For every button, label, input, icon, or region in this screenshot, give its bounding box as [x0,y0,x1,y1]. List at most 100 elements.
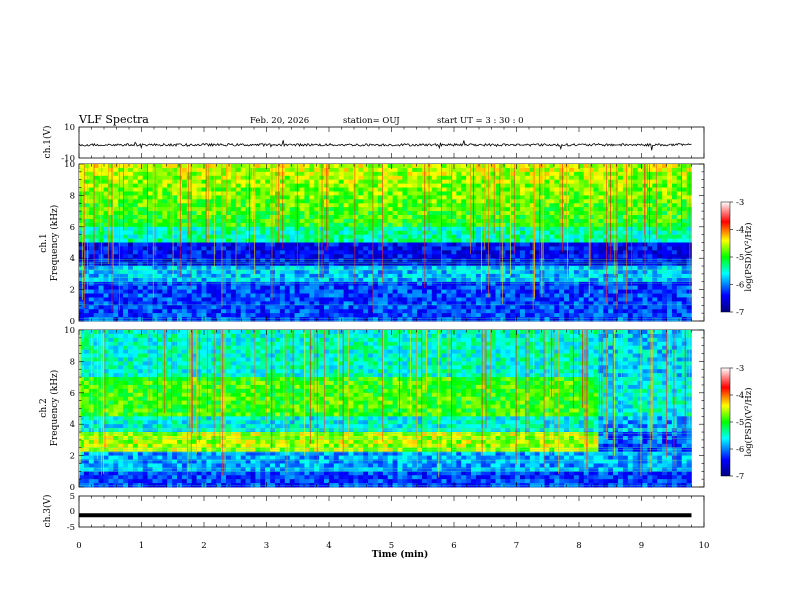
spectrogram-cell [520,179,526,184]
spectrogram-cell [387,266,393,271]
spectrogram-cell [348,301,354,306]
spectrogram-cell [637,183,643,188]
spectrogram-cell [544,297,550,302]
spectrogram-cell [324,262,330,267]
spectrogram-cell [118,171,124,177]
spectrogram-cell [632,277,638,283]
spectrogram-cell [515,175,521,180]
spectrogram-cell [578,258,584,263]
spectrogram-cell [382,289,388,294]
spectrogram-cell [270,207,276,212]
spectrogram-cell [588,218,594,224]
spectrogram-cell [216,175,222,180]
spectrogram-cell [88,293,94,298]
spectrogram-cell [578,195,584,200]
spectrogram-cell [88,179,94,184]
spectrogram-cell [211,269,217,275]
spectrogram-cell [441,309,447,314]
spectrogram-cell [348,289,354,294]
spectrogram-cell [569,175,575,180]
spectrogram-cell [328,191,335,196]
spectrogram-cell [480,218,486,224]
spectrogram-cell [181,262,188,267]
spectrogram-cell [667,277,673,283]
spectrogram-cell [632,269,638,275]
spectrogram-cell [255,301,261,306]
spectrogram-cell [588,199,594,204]
spectrogram-cell [157,258,163,263]
spectrogram-cell [324,269,330,275]
spectrogram-cell [245,277,251,283]
spectrogram-cell [475,171,482,177]
spectrogram-cell [451,301,457,306]
spectrogram-cell [172,277,178,283]
spectrogram-cell [309,195,315,200]
spectrogram-cell [475,195,482,200]
spectrogram-cell [132,250,139,255]
spectrogram-cell [186,164,192,169]
spectrogram-cell [495,207,501,212]
spectrogram-cell [573,289,580,294]
spectrogram-cell [250,234,256,239]
spectrogram-cell [221,258,227,263]
spectrogram-cell [475,250,482,255]
spectrogram-cell [632,242,638,247]
spectrogram-cell [436,301,442,306]
spectrogram-cell [275,199,281,204]
spectrogram-cell [422,301,428,306]
spectrogram-cell [88,301,94,306]
spectrogram-cell [657,234,663,239]
spectrogram-cell [304,246,310,251]
spectrogram-cell [608,309,614,314]
spectrogram-cell [79,187,85,192]
spectrogram-cell [83,199,90,204]
spectrogram-cell [647,195,653,200]
spectrogram-cell [83,281,90,286]
spectrogram-cell [642,313,648,318]
spectrogram-cell [152,309,158,314]
spectrogram-cell [206,313,212,318]
spectrogram-cell [387,183,393,188]
spectrogram-cell [559,262,565,267]
spectrogram-cell [314,250,320,255]
spectrogram-cell [309,250,315,255]
spectrogram-cell [544,313,550,318]
spectrogram-cell [495,179,501,184]
spectrogram-cell [657,222,663,228]
spectrogram-cell [235,293,241,298]
spectrogram-cell [569,277,575,283]
spectrogram-cell [686,301,692,306]
spectrogram-cell [603,234,609,239]
spectrogram-cell [250,285,256,290]
spectrogram-cell [314,167,320,173]
spectrogram-cell [495,226,501,232]
spectrogram-cell [167,277,173,283]
spectrogram-cell [79,226,85,232]
spectrogram-cell [554,289,560,294]
spectrogram-cell [221,222,227,228]
spectrogram-cell [79,234,85,239]
spectrogram-cell [343,207,349,212]
spectrogram-cell [113,199,119,204]
spectrogram-cell [348,266,354,271]
spectrogram-cell [471,258,477,263]
spectrogram-cell [456,203,462,208]
spectrogram-cell [211,171,217,177]
spectrogram-cell [132,301,139,306]
spectrogram-cell [559,313,565,318]
spectrogram-cell [671,199,678,204]
spectrogram-cell [177,242,183,247]
spectrogram-cell [583,167,589,173]
spectrogram-cell [221,187,227,192]
spectrogram-cell [93,281,99,286]
spectrogram-cell [520,218,526,224]
spectrogram-cell [407,297,413,302]
spectrogram-cell [554,234,560,239]
spectrogram-cell [118,301,124,306]
spectrogram-cell [451,222,457,228]
spectrogram-cell [260,293,266,298]
spectrogram-cell [93,277,99,283]
spectrogram-cell [235,246,241,251]
spectrogram-cell [520,191,526,196]
spectrogram-cell [373,183,379,188]
